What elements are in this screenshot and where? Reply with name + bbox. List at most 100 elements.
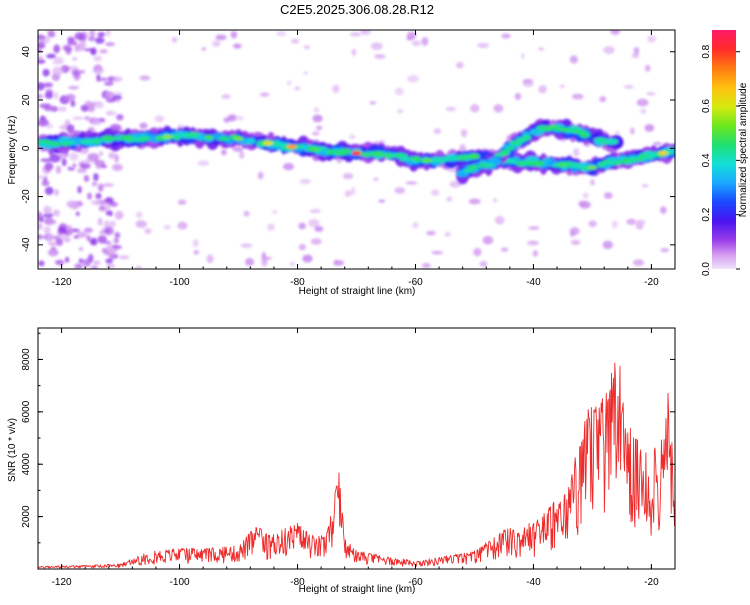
heatmap-noise-blob — [69, 201, 80, 210]
heatmap-noise-blob — [444, 232, 451, 237]
heatmap-noise-blob — [57, 226, 66, 233]
heatmap-noise-blob — [89, 30, 96, 39]
heatmap-noise-blob — [72, 163, 77, 168]
heatmap-noise-blob — [313, 107, 320, 113]
heatmap-noise-blob — [394, 87, 404, 96]
heatmap-noise-blob — [67, 224, 73, 234]
heatmap-noise-blob — [378, 199, 386, 203]
heatmap-noise-blob — [95, 193, 102, 200]
heatmap-noise-blob — [460, 129, 468, 138]
heatmap-noise-blob — [421, 262, 431, 269]
heatmap-noise-blob — [105, 258, 113, 264]
heatmap-ridge-blob — [521, 134, 532, 141]
heatmap-noise-blob — [77, 185, 82, 194]
heatmap-peak — [233, 136, 244, 141]
heatmap-noise-blob — [528, 226, 540, 230]
heatmap-noise-blob — [633, 47, 640, 55]
heatmap-noise-blob — [350, 186, 356, 196]
heatmap-noise-blob — [193, 249, 200, 255]
heatmap-noise-blob — [629, 127, 635, 135]
heatmap-noise-blob — [360, 30, 371, 36]
heatmap-noise-blob — [290, 38, 300, 44]
snr-clip — [38, 362, 675, 569]
heatmap-noise-blob — [272, 209, 278, 214]
heatmap-noise-blob — [57, 106, 67, 112]
heatmap-noise-blob — [47, 31, 56, 38]
heatmap-noise-blob — [349, 32, 362, 37]
heatmap-noise-blob — [95, 64, 102, 72]
snr-y-tick-label: 2000 — [21, 505, 32, 528]
heatmap-noise-blob — [92, 260, 101, 266]
heatmap-noise-blob — [87, 152, 100, 162]
heatmap-noise-blob — [445, 106, 457, 112]
heatmap-noise-blob — [111, 94, 122, 101]
heatmap-noise-blob — [602, 240, 613, 250]
heatmap-noise-blob — [65, 93, 76, 101]
heatmap-noise-blob — [46, 53, 57, 59]
heatmap-noise-blob — [309, 209, 321, 214]
heatmap-noise-blob — [631, 52, 640, 59]
heatmap-noise-blob — [108, 212, 113, 216]
heatmap-noise-blob — [611, 220, 618, 229]
heatmap-noise-blob — [374, 54, 386, 59]
heatmap-noise-blob — [286, 81, 292, 85]
heatmap-noise-blob — [65, 51, 72, 55]
heatmap-noise-blob — [78, 258, 84, 264]
heatmap-noise-blob — [257, 171, 264, 180]
heatmap-noise-blob — [42, 213, 54, 218]
heatmap-noise-blob — [215, 34, 227, 41]
heatmap-frame — [37, 29, 676, 270]
heatmap-noise-blob — [412, 222, 419, 229]
heatmap-noise-blob — [43, 82, 54, 88]
heatmap-noise-blob — [615, 130, 620, 136]
heatmap-peak — [351, 150, 362, 156]
heatmap-noise-blob — [522, 79, 534, 83]
heatmap-noise-blob — [95, 161, 103, 170]
snr-y-tick-label: 8000 — [21, 348, 32, 371]
snr-y-tick-label: 4000 — [21, 453, 32, 476]
heatmap-noise-blob — [514, 92, 522, 101]
heatmap-noise-blob — [114, 231, 121, 239]
heatmap-noise-blob — [98, 151, 104, 157]
heatmap-noise-blob — [239, 150, 245, 159]
heatmap-noise-blob — [660, 247, 670, 253]
heatmap-y-tick-label: -40 — [21, 237, 32, 252]
heatmap-noise-blob — [394, 187, 406, 194]
heatmap-noise-blob — [626, 218, 637, 225]
colorbar-tick-label: 0.6 — [701, 99, 712, 113]
snr-x-tick-label: -40 — [526, 577, 541, 588]
heatmap-noise-blob — [97, 235, 107, 244]
heatmap-y-ticks: -40 -20 0 20 40 — [21, 46, 675, 252]
heatmap-noise-blob — [97, 217, 103, 226]
heatmap-noise-blob — [603, 46, 615, 55]
heatmap-noise-blob — [67, 85, 80, 90]
heatmap-ridge-blob — [185, 131, 200, 139]
heatmap-ridge-blob — [49, 141, 60, 147]
colorbar-gradient — [712, 30, 736, 269]
heatmap-noise-blob — [610, 30, 620, 35]
heatmap-noise-blob — [55, 165, 62, 174]
heatmap-noise-blob — [201, 47, 206, 51]
heatmap-noise-blob — [47, 249, 59, 257]
heatmap-noise-blob — [259, 92, 270, 97]
heatmap-noise-blob — [80, 69, 85, 74]
heatmap-noise-blob — [449, 180, 462, 188]
heatmap-noise-blob — [276, 31, 287, 37]
heatmap-noise-blob — [58, 151, 66, 160]
heatmap-noise-blob — [93, 120, 102, 126]
snr-x-tick-label: -20 — [644, 577, 659, 588]
heatmap-ridge-blob — [105, 136, 121, 141]
heatmap-y-tick-label: -20 — [21, 189, 32, 204]
heatmap-ridge-blob — [467, 164, 479, 170]
heatmap-noise-blob — [370, 42, 383, 51]
heatmap-noise-blob — [407, 74, 419, 83]
heatmap-noise-blob — [43, 206, 53, 215]
heatmap-noise-blob — [44, 91, 54, 99]
heatmap-ridge-blob — [217, 136, 232, 142]
heatmap-noise-blob — [397, 108, 404, 114]
heatmap-noise-blob — [105, 30, 111, 37]
heatmap-noise-blob — [84, 48, 94, 52]
heatmap-noise-blob — [632, 259, 645, 266]
heatmap-peak — [557, 162, 568, 168]
heatmap-noise-blob — [144, 228, 152, 235]
